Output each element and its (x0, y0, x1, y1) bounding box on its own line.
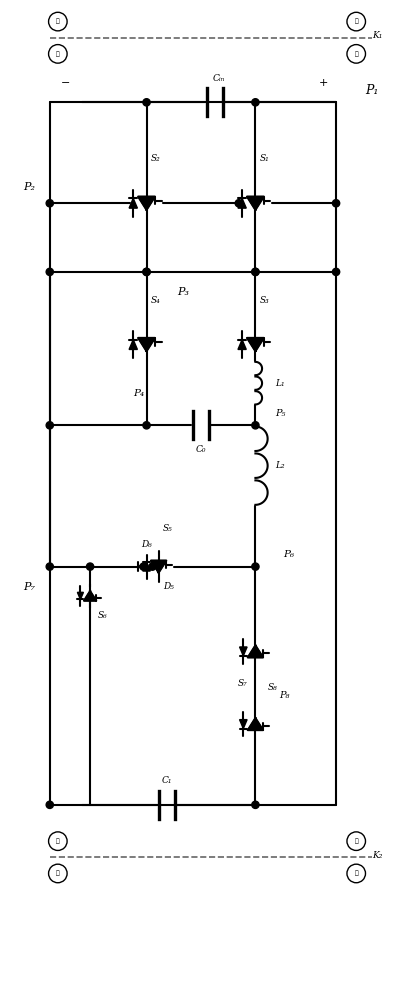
Text: ③: ③ (354, 871, 357, 876)
Polygon shape (247, 718, 262, 730)
Polygon shape (138, 338, 155, 351)
Circle shape (148, 563, 156, 570)
Circle shape (46, 268, 53, 276)
Circle shape (251, 801, 258, 808)
Polygon shape (84, 591, 96, 601)
Text: S₇: S₇ (237, 679, 247, 688)
Polygon shape (77, 592, 83, 599)
Polygon shape (138, 562, 147, 571)
Circle shape (251, 99, 258, 106)
Circle shape (332, 200, 339, 207)
Text: D₆: D₆ (141, 540, 151, 549)
Text: S₈: S₈ (267, 683, 277, 692)
Text: ②: ② (56, 19, 60, 24)
Text: C₁: C₁ (161, 776, 172, 785)
Polygon shape (237, 340, 246, 349)
Circle shape (251, 563, 258, 570)
Polygon shape (246, 197, 263, 210)
Text: P₂: P₂ (23, 182, 36, 192)
Text: ②: ② (56, 838, 60, 844)
Circle shape (143, 99, 150, 106)
Polygon shape (239, 720, 247, 729)
Text: P₄: P₄ (132, 389, 144, 398)
Text: P₅: P₅ (275, 409, 285, 418)
Circle shape (251, 422, 258, 429)
Polygon shape (247, 645, 262, 657)
Polygon shape (151, 561, 166, 573)
Text: S₂: S₂ (150, 154, 160, 163)
Text: ④: ④ (56, 51, 60, 57)
Text: P₁: P₁ (365, 84, 378, 97)
Polygon shape (129, 340, 137, 349)
Text: D₅: D₅ (162, 582, 173, 591)
Text: ①: ① (354, 19, 357, 24)
Text: P₈: P₈ (279, 691, 289, 700)
Text: S₆: S₆ (98, 611, 108, 620)
Polygon shape (129, 198, 137, 208)
Text: +: + (318, 78, 328, 88)
Text: L₁: L₁ (275, 379, 284, 388)
Circle shape (251, 268, 258, 276)
Circle shape (143, 422, 150, 429)
Circle shape (234, 200, 242, 207)
Text: P₇: P₇ (23, 582, 36, 592)
Polygon shape (138, 197, 155, 210)
Text: C₀: C₀ (195, 445, 206, 454)
Circle shape (332, 268, 339, 276)
Polygon shape (143, 562, 150, 571)
Text: S₁: S₁ (259, 154, 269, 163)
Text: P₃: P₃ (177, 287, 188, 297)
Circle shape (86, 563, 94, 570)
Polygon shape (239, 647, 247, 656)
Text: Cᵢₙ: Cᵢₙ (213, 74, 225, 83)
Circle shape (46, 801, 53, 808)
Text: S₅: S₅ (162, 524, 172, 533)
Text: K₁: K₁ (371, 31, 382, 40)
Circle shape (46, 422, 53, 429)
Text: ①: ① (354, 838, 357, 844)
Text: P₆: P₆ (283, 550, 294, 559)
Circle shape (46, 563, 53, 570)
Text: L₂: L₂ (275, 461, 284, 470)
Text: K₂: K₂ (371, 851, 382, 860)
Text: ④: ④ (56, 871, 60, 876)
Text: S₄: S₄ (150, 296, 160, 305)
Text: ③: ③ (354, 51, 357, 57)
Text: S₃: S₃ (259, 296, 269, 305)
Circle shape (46, 200, 53, 207)
Circle shape (143, 268, 150, 276)
Circle shape (140, 563, 147, 570)
Polygon shape (237, 198, 246, 208)
Circle shape (143, 268, 150, 276)
Circle shape (251, 268, 258, 276)
Text: −: − (61, 78, 70, 88)
Polygon shape (246, 338, 263, 351)
